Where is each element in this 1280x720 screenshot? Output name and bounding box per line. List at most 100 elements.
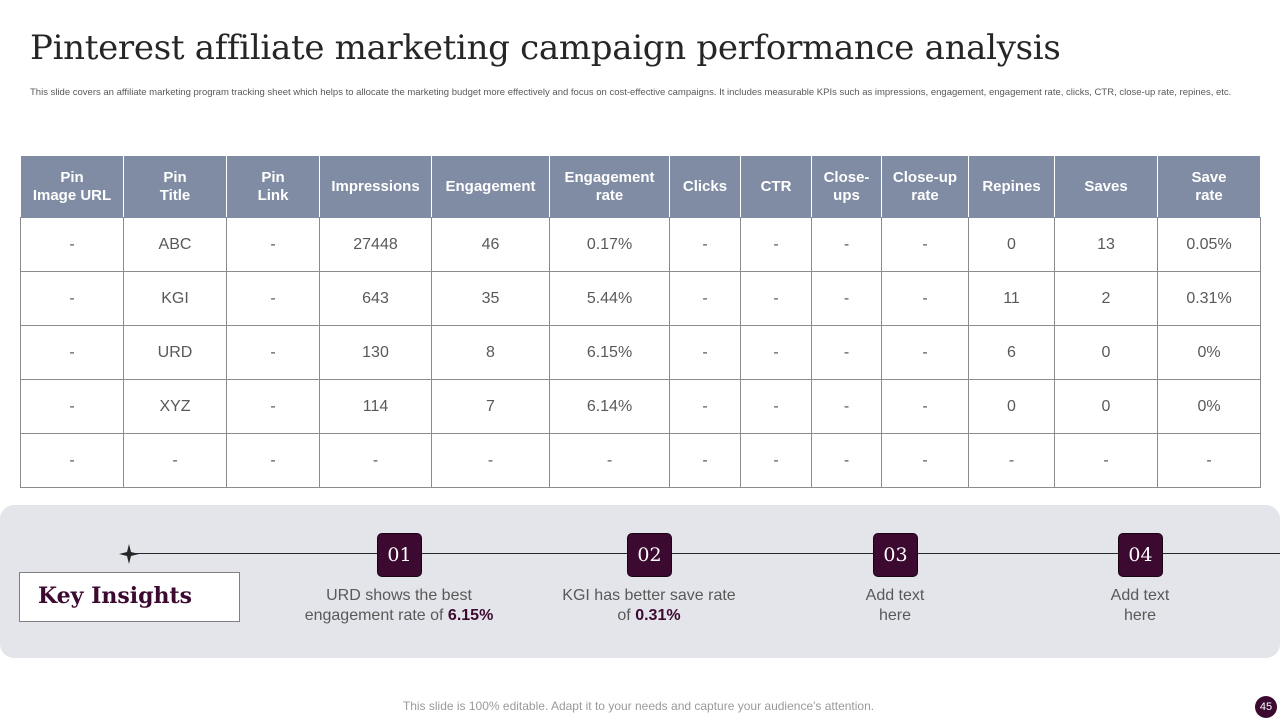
- table-cell: -: [20, 433, 124, 488]
- table-cell: 0%: [1157, 379, 1261, 434]
- table-cell: -: [881, 271, 969, 326]
- table-cell: 130: [319, 325, 432, 380]
- table-cell: XYZ: [123, 379, 227, 434]
- column-header: Pin Link: [226, 155, 320, 218]
- table-cell: KGI: [123, 271, 227, 326]
- column-header: Close-up rate: [881, 155, 969, 218]
- insight-badge-04: 04: [1118, 533, 1163, 577]
- column-header: Pin Title: [123, 155, 227, 218]
- column-header: CTR: [740, 155, 812, 218]
- table-row: - ABC -27448 46 0.17% - - - -0 13 0.05%: [20, 217, 1261, 272]
- table-cell: -: [319, 433, 432, 488]
- table-cell: 0.17%: [549, 217, 670, 272]
- insight-text-02: KGI has better save rate of 0.31%: [534, 586, 764, 625]
- table-cell: 5.44%: [549, 271, 670, 326]
- table-cell: -: [740, 379, 812, 434]
- table-cell: 7: [431, 379, 550, 434]
- insight-text-01-value: 6.15%: [447, 606, 494, 624]
- table-cell: -: [226, 325, 320, 380]
- table-cell: -: [740, 271, 812, 326]
- table-cell: -: [226, 217, 320, 272]
- table-cell: -: [881, 325, 969, 380]
- table-cell: 6.14%: [549, 379, 670, 434]
- table-row: - KGI -643 35 5.44% - - - -11 2 0.31%: [20, 271, 1261, 326]
- table-cell: 46: [431, 217, 550, 272]
- insight-text-04-body: Add text here: [1110, 587, 1170, 624]
- table-cell: 13: [1054, 217, 1158, 272]
- key-insights-title: Key Insights: [38, 583, 193, 609]
- performance-table: Pin Image URL Pin Title Pin Link Impression…: [20, 155, 1261, 488]
- table-cell: 643: [319, 271, 432, 326]
- table-cell: -: [881, 217, 969, 272]
- insight-text-01: URD shows the best engagement rate of 6.…: [284, 586, 514, 625]
- table-cell: -: [123, 433, 227, 488]
- table-cell: 114: [319, 379, 432, 434]
- table-cell: -: [811, 271, 882, 326]
- page-number-badge: 45: [1255, 696, 1277, 718]
- insight-text-01-body: URD shows the best engagement rate of: [304, 587, 472, 624]
- table-cell: -: [881, 379, 969, 434]
- table-cell: 0: [968, 379, 1055, 434]
- table-cell: 0: [1054, 325, 1158, 380]
- table-cell: 0.05%: [1157, 217, 1261, 272]
- table-cell: -: [226, 271, 320, 326]
- table-cell: 6.15%: [549, 325, 670, 380]
- column-header: Save rate: [1157, 155, 1261, 218]
- table-cell: -: [1054, 433, 1158, 488]
- insight-text-03: Add text here: [780, 586, 1010, 625]
- table-cell: -: [811, 217, 882, 272]
- table-cell: 8: [431, 325, 550, 380]
- table-cell: 0: [1054, 379, 1158, 434]
- slide-subtitle: This slide covers an affiliate marketing…: [30, 87, 1232, 98]
- key-insights-label-box: Key Insights: [19, 572, 240, 622]
- table-cell: -: [811, 325, 882, 380]
- insight-badge-03: 03: [873, 533, 918, 577]
- table-row: - XYZ -114 7 6.14% - - - -0 0 0%: [20, 379, 1261, 434]
- table-cell: ABC: [123, 217, 227, 272]
- column-header: Repines: [968, 155, 1055, 218]
- table-cell: -: [20, 325, 124, 380]
- table-cell: -: [669, 271, 741, 326]
- table-cell: -: [811, 379, 882, 434]
- column-header: Pin Image URL: [20, 155, 124, 218]
- table-cell: 6: [968, 325, 1055, 380]
- table-cell: 27448: [319, 217, 432, 272]
- table-cell: 0%: [1157, 325, 1261, 380]
- column-header: Engagement rate: [549, 155, 670, 218]
- table-cell: -: [669, 379, 741, 434]
- table-cell: -: [549, 433, 670, 488]
- insight-text-02-body: KGI has better save rate of: [562, 587, 736, 624]
- slide-title: Pinterest affiliate marketing campaign p…: [30, 28, 1061, 68]
- column-header: Close- ups: [811, 155, 882, 218]
- insight-text-02-value: 0.31%: [635, 606, 681, 624]
- table-cell: 0: [968, 217, 1055, 272]
- table-cell: -: [669, 217, 741, 272]
- table-cell: -: [881, 433, 969, 488]
- column-header: Impressions: [319, 155, 432, 218]
- table-cell: -: [226, 433, 320, 488]
- table-cell: -: [669, 325, 741, 380]
- table-header-row: Pin Image URL Pin Title Pin Link Impression…: [20, 155, 1261, 218]
- table-cell: -: [740, 217, 812, 272]
- table-cell: -: [1157, 433, 1261, 488]
- table-cell: -: [669, 433, 741, 488]
- table-row: - URD -130 8 6.15% - - - -6 0 0%: [20, 325, 1261, 380]
- footer-note: This slide is 100% editable. Adapt it to…: [402, 699, 875, 713]
- table-cell: -: [740, 325, 812, 380]
- table-row: -------------: [20, 433, 1261, 488]
- table-cell: URD: [123, 325, 227, 380]
- table-cell: 2: [1054, 271, 1158, 326]
- sparkle-icon: [119, 544, 139, 564]
- timeline-line: [128, 553, 1280, 554]
- insight-text-03-body: Add text here: [865, 587, 925, 624]
- table-cell: -: [431, 433, 550, 488]
- insight-text-04: Add text here: [1025, 586, 1255, 625]
- column-header: Clicks: [669, 155, 741, 218]
- table-cell: 35: [431, 271, 550, 326]
- table-cell: -: [226, 379, 320, 434]
- table-cell: -: [968, 433, 1055, 488]
- table-cell: -: [740, 433, 812, 488]
- table-cell: -: [811, 433, 882, 488]
- table-cell: -: [20, 217, 124, 272]
- insight-badge-01: 01: [377, 533, 422, 577]
